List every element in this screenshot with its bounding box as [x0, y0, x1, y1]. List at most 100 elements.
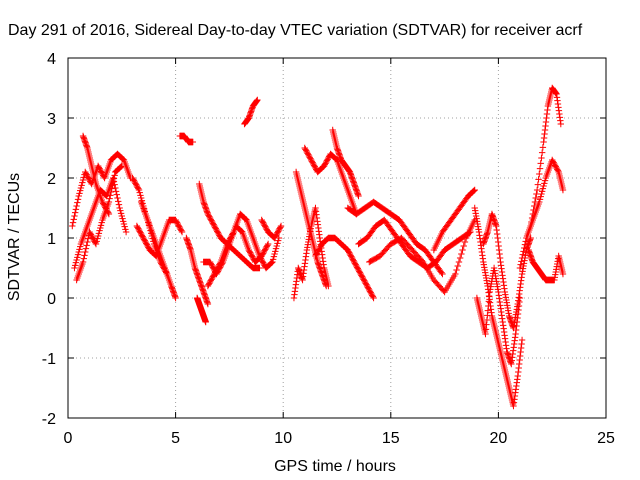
data-point	[261, 222, 268, 229]
data-point	[333, 156, 340, 163]
data-point	[313, 250, 321, 257]
data-point	[366, 286, 373, 294]
data-point	[149, 235, 156, 242]
data-point	[539, 144, 547, 151]
data-point	[144, 216, 151, 224]
data-point	[323, 157, 331, 164]
data-point	[208, 276, 215, 283]
data-point	[274, 237, 282, 244]
x-axis-label: GPS time / hours	[274, 458, 396, 475]
data-point	[344, 246, 351, 254]
series-arc-o	[258, 216, 285, 242]
y-tick-label: 2	[47, 171, 56, 188]
y-tick-label: -2	[42, 411, 56, 428]
data-point	[213, 266, 220, 274]
data-point	[254, 96, 261, 104]
data-point	[224, 239, 232, 246]
data-point	[92, 240, 100, 248]
data-point	[206, 213, 213, 220]
data-point	[159, 262, 166, 270]
data-point	[439, 270, 446, 278]
data-point	[354, 265, 362, 272]
data-point	[301, 144, 308, 152]
data-point	[135, 226, 143, 234]
y-tick-label: 0	[47, 291, 56, 308]
data-point	[229, 231, 236, 238]
data-point	[70, 216, 77, 223]
data-point	[90, 236, 98, 244]
data-point	[533, 190, 540, 198]
data-point	[418, 257, 426, 264]
data-point	[163, 269, 170, 276]
data-point	[370, 294, 377, 302]
data-point	[323, 158, 330, 166]
data-point	[215, 230, 222, 238]
data-point	[96, 227, 103, 234]
data-point	[528, 218, 535, 226]
data-point	[118, 162, 125, 170]
data-point	[353, 264, 361, 271]
data-point	[257, 255, 265, 262]
data-point	[456, 254, 464, 262]
data-point	[321, 161, 329, 168]
data-point	[528, 214, 536, 222]
data-point	[209, 220, 217, 227]
data-point	[549, 156, 556, 164]
data-point	[269, 258, 276, 266]
data-point	[272, 245, 280, 252]
data-point	[262, 223, 269, 230]
data-point	[322, 160, 329, 167]
data-point	[211, 269, 219, 276]
data-point	[202, 318, 209, 326]
data-point	[520, 248, 527, 255]
data-point	[350, 257, 357, 264]
data-point	[227, 234, 235, 241]
data-point	[135, 186, 143, 194]
data-point	[277, 222, 285, 230]
data-point	[82, 168, 89, 176]
data-point	[271, 234, 278, 242]
data-point	[207, 260, 214, 267]
data-point	[522, 238, 529, 245]
data-point	[521, 241, 529, 248]
data-point	[82, 170, 90, 177]
data-point	[269, 256, 277, 263]
data-point	[117, 164, 124, 171]
data-point	[237, 227, 245, 234]
data-point	[175, 222, 182, 229]
data-point	[307, 156, 315, 164]
x-tick-label: 5	[171, 430, 180, 447]
data-point	[361, 278, 369, 286]
data-point	[140, 236, 148, 243]
data-point	[97, 166, 104, 174]
data-point	[518, 336, 526, 344]
data-point	[272, 232, 280, 239]
data-point	[358, 272, 365, 279]
data-point	[356, 268, 363, 275]
data-point	[133, 222, 141, 230]
data-point	[312, 164, 319, 172]
series-arc-x	[430, 186, 478, 254]
data-point	[102, 205, 110, 212]
data-point	[131, 178, 138, 186]
data-point	[150, 238, 157, 245]
x-tick-label: 25	[597, 430, 615, 447]
data-point	[345, 249, 353, 256]
data-point	[122, 226, 129, 233]
data-point	[116, 204, 123, 212]
data-point	[368, 292, 376, 299]
data-point	[178, 228, 186, 236]
data-point	[453, 266, 460, 274]
data-point	[95, 230, 103, 237]
data-point	[112, 184, 119, 192]
data-point	[140, 234, 147, 242]
data-point	[260, 260, 268, 268]
chart-title: Day 291 of 2016, Sidereal Day-to-day VTE…	[8, 22, 583, 39]
data-point	[320, 162, 328, 170]
data-point	[438, 269, 445, 276]
data-point	[521, 244, 528, 252]
data-point	[277, 224, 284, 231]
data-point	[104, 208, 111, 215]
series-arc-m	[204, 210, 283, 290]
data-point	[109, 178, 117, 186]
